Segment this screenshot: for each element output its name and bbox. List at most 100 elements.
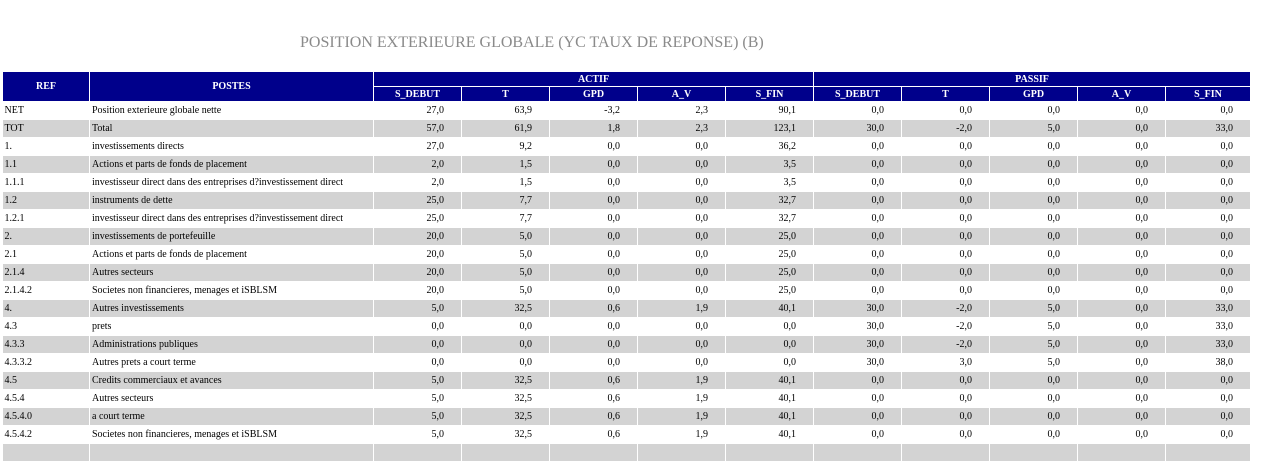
table-row: 2.1.4 Autres secteurs 20,0 5,0 0,0 0,0 25,0 0,0… — [2, 263, 1252, 282]
col-header-passif-a-v: A_V — [1077, 86, 1167, 102]
cell-actif-s-fin: 0,0 — [725, 317, 815, 336]
cell-actif-s-debut: 2,0 — [373, 155, 462, 174]
cell-passif-t: 0,0 — [901, 245, 991, 264]
cell-actif-a-v: 0,0 — [637, 317, 726, 336]
cell-actif-s-fin: 25,0 — [725, 227, 815, 246]
table-row: 4.3.3 Administrations publiques 0,0 0,0 0,0 0… — [2, 335, 1252, 354]
cell-actif-a-v: 0,0 — [637, 173, 726, 192]
table-row: 2.1 Actions et parts de fonds de placemen… — [2, 245, 1252, 264]
cell-passif-t: 0,0 — [901, 155, 991, 174]
cell-actif-a-v: 0,0 — [637, 263, 726, 282]
cell-actif-s-debut: 5,0 — [373, 371, 462, 390]
cell-actif-s-debut: 27,0 — [373, 101, 462, 120]
cell-actif-a-v: 1,9 — [637, 407, 726, 426]
cell-passif-s-fin: 33,0 — [1165, 119, 1252, 138]
cell-actif-gpd: -3,2 — [549, 101, 638, 120]
cell-passif-s-fin — [1165, 443, 1252, 462]
table-row: 4.5 Credits commerciaux et avances 5,0 32,5… — [2, 371, 1252, 390]
cell-passif-a-v: 0,0 — [1077, 371, 1167, 390]
cell-passif-t: 0,0 — [901, 281, 991, 300]
cell-poste: investissements de portefeuille — [89, 227, 374, 246]
cell-passif-t: 0,0 — [901, 389, 991, 408]
cell-passif-t: 0,0 — [901, 209, 991, 228]
cell-ref: 4.3.3.2 — [2, 353, 90, 372]
cell-actif-t: 7,7 — [461, 209, 550, 228]
table-row: 2. investissements de portefeuille 20,0 5,0… — [2, 227, 1252, 246]
cell-poste: Position exterieure globale nette — [89, 101, 374, 120]
cell-passif-t: 0,0 — [901, 407, 991, 426]
col-header-passif-t: T — [901, 86, 991, 102]
cell-ref: 2.1.4.2 — [2, 281, 90, 300]
cell-passif-s-fin: 0,0 — [1165, 155, 1252, 174]
cell-actif-t: 5,0 — [461, 245, 550, 264]
cell-ref: 4.5.4 — [2, 389, 90, 408]
cell-passif-s-fin: 33,0 — [1165, 299, 1252, 318]
cell-actif-s-fin: 3,5 — [725, 173, 815, 192]
cell-passif-t: 0,0 — [901, 173, 991, 192]
cell-passif-a-v: 0,0 — [1077, 191, 1167, 210]
cell-ref: 1.1 — [2, 155, 90, 174]
cell-passif-t: 0,0 — [901, 371, 991, 390]
cell-passif-s-fin: 0,0 — [1165, 281, 1252, 300]
cell-actif-a-v: 0,0 — [637, 191, 726, 210]
table-row: TOT Total 57,0 61,9 1,8 2,3 123,1 30,0 -2,0 5,0 0,… — [2, 119, 1252, 138]
cell-actif-s-fin: 0,0 — [725, 353, 815, 372]
cell-passif-s-debut — [813, 443, 903, 462]
cell-actif-gpd: 0,0 — [549, 209, 638, 228]
col-header-actif-t: T — [461, 86, 550, 102]
cell-passif-a-v: 0,0 — [1077, 425, 1167, 444]
cell-actif-a-v: 0,0 — [637, 245, 726, 264]
cell-actif-s-debut: 25,0 — [373, 209, 462, 228]
cell-actif-t: 32,5 — [461, 425, 550, 444]
col-header-actif-a-v: A_V — [637, 86, 726, 102]
cell-actif-t: 9,2 — [461, 137, 550, 156]
cell-passif-a-v: 0,0 — [1077, 281, 1167, 300]
cell-passif-a-v: 0,0 — [1077, 299, 1167, 318]
table-row: 1.1 Actions et parts de fonds de placemen… — [2, 155, 1252, 174]
group-header-actif: ACTIF — [372, 71, 815, 87]
cell-passif-s-debut: 0,0 — [813, 209, 903, 228]
cell-actif-a-v: 0,0 — [637, 353, 726, 372]
cell-passif-gpd: 0,0 — [989, 155, 1079, 174]
cell-actif-s-fin: 25,0 — [725, 245, 815, 264]
table-row: 4. Autres investissements 5,0 32,5 0,6 1,9 40,… — [2, 299, 1252, 318]
cell-passif-s-debut: 0,0 — [813, 263, 903, 282]
group-header-passif: PASSIF — [813, 71, 1252, 87]
cell-passif-s-fin: 0,0 — [1165, 227, 1252, 246]
cell-passif-a-v: 0,0 — [1077, 335, 1167, 354]
cell-passif-a-v: 0,0 — [1077, 101, 1167, 120]
cell-actif-t: 1,5 — [461, 173, 550, 192]
col-header-passif-s-fin: S_FIN — [1165, 86, 1252, 102]
cell-passif-s-fin: 0,0 — [1165, 245, 1252, 264]
cell-passif-s-debut: 30,0 — [813, 299, 903, 318]
cell-passif-s-debut: 0,0 — [813, 227, 903, 246]
cell-passif-s-debut: 0,0 — [813, 371, 903, 390]
col-header-passif-gpd: GPD — [989, 86, 1079, 102]
cell-actif-s-fin: 32,7 — [725, 209, 815, 228]
cell-actif-a-v: 0,0 — [637, 227, 726, 246]
cell-passif-a-v: 0,0 — [1077, 263, 1167, 282]
cell-actif-gpd: 0,6 — [549, 389, 638, 408]
cell-actif-t: 7,7 — [461, 191, 550, 210]
cell-passif-a-v: 0,0 — [1077, 407, 1167, 426]
cell-passif-t: -2,0 — [901, 317, 991, 336]
cell-passif-t: 0,0 — [901, 191, 991, 210]
cell-actif-t: 32,5 — [461, 371, 550, 390]
cell-ref: 2.1.4 — [2, 263, 90, 282]
cell-actif-t: 0,0 — [461, 317, 550, 336]
cell-ref: 4.5.4.2 — [2, 425, 90, 444]
cell-poste: Autres secteurs — [89, 389, 374, 408]
col-header-actif-gpd: GPD — [549, 86, 638, 102]
cell-actif-gpd: 0,0 — [549, 137, 638, 156]
cell-passif-s-debut: 0,0 — [813, 173, 903, 192]
cell-passif-gpd: 0,0 — [989, 101, 1079, 120]
cell-passif-gpd: 5,0 — [989, 335, 1079, 354]
cell-poste: Autres secteurs — [89, 263, 374, 282]
cell-passif-s-debut: 0,0 — [813, 155, 903, 174]
cell-passif-gpd: 0,0 — [989, 425, 1079, 444]
cell-actif-a-v: 1,9 — [637, 371, 726, 390]
cell-actif-t: 5,0 — [461, 281, 550, 300]
cell-actif-s-debut: 20,0 — [373, 245, 462, 264]
cell-passif-gpd: 5,0 — [989, 317, 1079, 336]
cell-actif-s-debut: 0,0 — [373, 335, 462, 354]
